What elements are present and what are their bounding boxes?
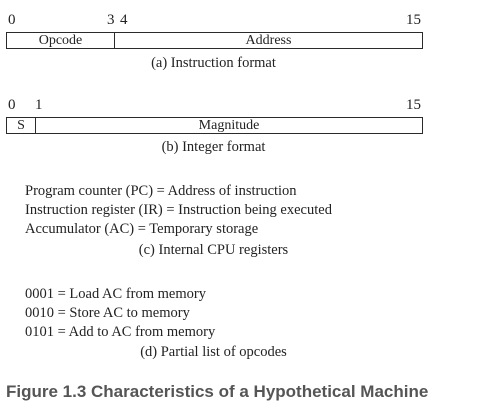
bit-label-0: 0: [8, 97, 16, 113]
opcode-list: 0001 = Load AC from memory 0010 = Store …: [25, 285, 215, 342]
integer-word-box: S Magnitude: [6, 117, 423, 134]
register-line: Instruction register (IR) = Instruction …: [25, 202, 332, 218]
instruction-format-caption: (a) Instruction format: [151, 55, 276, 71]
opcodes-caption: (d) Partial list of opcodes: [140, 344, 287, 360]
integer-format-caption: (b) Integer format: [161, 139, 266, 155]
opcode-field: Opcode: [38, 33, 83, 48]
bit-label-15: 15: [406, 97, 421, 113]
bit-label-3: 3: [107, 12, 115, 28]
opcode-line: 0101 = Add to AC from memory: [25, 324, 216, 340]
opcode-line: 0001 = Load AC from memory: [25, 286, 206, 302]
figure-title: Figure 1.3 Characteristics of a Hypothet…: [6, 382, 429, 401]
opcode-line: 0010 = Store AC to memory: [25, 305, 190, 321]
register-line: Accumulator (AC) = Temporary storage: [25, 221, 259, 237]
register-line: Program counter (PC) = Address of instru…: [25, 183, 297, 199]
register-list: Program counter (PC) = Address of instru…: [25, 182, 332, 239]
bit-label-0: 0: [8, 12, 16, 28]
bit-label-4: 4: [120, 12, 128, 28]
bit-label-15: 15: [406, 12, 421, 28]
instruction-word-box: Opcode Address: [6, 32, 423, 49]
address-field: Address: [114, 33, 422, 48]
magnitude-field: Magnitude: [35, 118, 422, 133]
bit-label-1: 1: [35, 97, 43, 113]
cpu-registers-caption: (c) Internal CPU registers: [138, 242, 289, 258]
sign-field: S: [17, 118, 25, 133]
